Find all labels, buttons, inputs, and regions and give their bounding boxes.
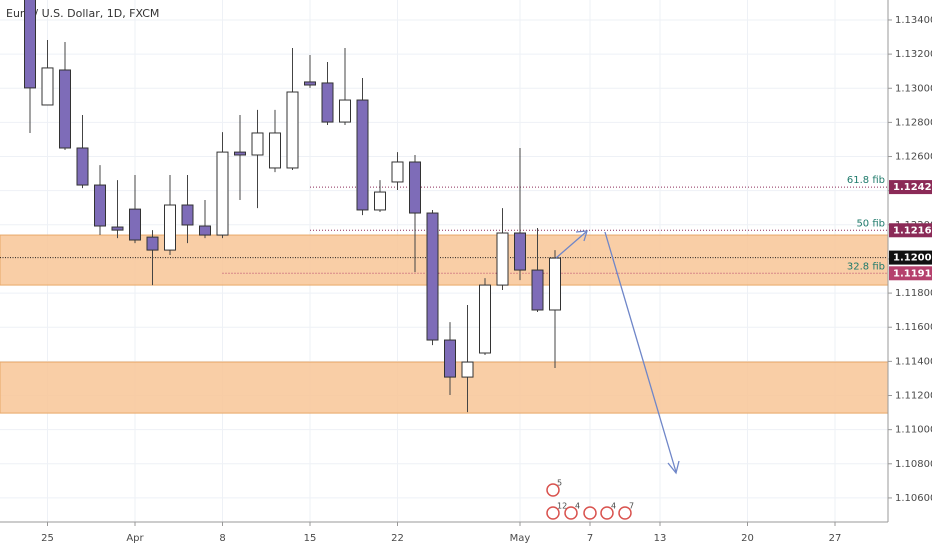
event-label: 4 <box>575 502 580 511</box>
x-tick-label: 8 <box>219 533 225 544</box>
x-tick-label: 27 <box>829 533 842 544</box>
forecast-arrows <box>555 230 680 475</box>
chart-title: Euro / U.S. Dollar, 1D, FXCM <box>6 7 159 20</box>
candle-body <box>549 257 561 311</box>
fib-label: 61.8 fib <box>847 175 885 186</box>
fib-label: 50 fib <box>856 218 885 229</box>
candle-body <box>304 81 316 86</box>
event-icon <box>600 506 614 520</box>
event-icon <box>546 483 560 497</box>
event-icon <box>564 506 578 520</box>
candle-body <box>164 204 176 251</box>
price-tag <box>889 250 932 265</box>
y-tick-label: 1.11600 <box>895 322 932 333</box>
candles <box>24 0 561 413</box>
candle-body <box>199 225 211 236</box>
candle-body <box>531 269 544 311</box>
y-tick-label: 1.12800 <box>895 117 932 128</box>
candle-body <box>339 99 351 123</box>
arrow-head <box>667 460 680 475</box>
y-tick-label: 1.13000 <box>895 83 932 94</box>
zone <box>0 234 889 286</box>
y-tick-label: 1.10600 <box>895 493 932 504</box>
event-label: 5 <box>557 479 562 488</box>
arrow <box>555 231 587 259</box>
candle-body <box>426 212 439 341</box>
candle-body <box>496 232 509 286</box>
candle-body <box>444 339 456 378</box>
y-tick-label: 1.12600 <box>895 152 932 163</box>
candle-body <box>234 151 246 156</box>
event-icon <box>583 506 597 520</box>
candle-body <box>269 132 281 169</box>
candle-body <box>286 91 299 169</box>
candle-body <box>409 161 421 214</box>
price-tag <box>889 223 932 238</box>
price-tag-label: 1.12168 <box>893 225 932 236</box>
y-tick-label: 1.11400 <box>895 356 932 367</box>
x-tick-label: 22 <box>391 533 404 544</box>
x-tick-label: 20 <box>741 533 754 544</box>
candle-body <box>76 147 89 186</box>
candle-body <box>216 151 229 236</box>
candle-body <box>24 0 36 89</box>
price-tag <box>889 266 932 281</box>
candle-body <box>41 67 54 106</box>
candle-body <box>514 232 526 271</box>
event-icon <box>546 506 560 520</box>
event-icon <box>618 506 632 520</box>
arrow <box>604 231 677 473</box>
candle-body <box>391 161 404 183</box>
x-tick-label: 15 <box>304 533 317 544</box>
price-tag-label: 1.12421 <box>893 182 932 193</box>
candle-body <box>94 184 106 227</box>
candle-body <box>479 284 491 354</box>
candle-body <box>356 99 369 211</box>
price-tag-label: 1.11916 <box>893 268 932 279</box>
x-tick-label: 25 <box>41 533 54 544</box>
price-tag-label: 1.12008 <box>893 253 932 264</box>
price-tag <box>889 180 932 195</box>
plot-area <box>0 0 889 522</box>
x-tick-label: May <box>510 533 531 544</box>
y-tick-label: 1.11200 <box>895 391 932 402</box>
event-label: 7 <box>629 502 634 511</box>
candle-body <box>181 204 194 226</box>
fib-label: 32.8 fib <box>847 261 885 272</box>
x-tick-label: 7 <box>587 533 593 544</box>
y-tick-label: 1.13200 <box>895 49 932 60</box>
arrow-head <box>575 230 588 242</box>
candle-body <box>374 191 386 211</box>
candle-body <box>321 82 334 123</box>
event-label: 12 <box>557 502 567 511</box>
candle-body <box>146 236 159 251</box>
y-tick-label: 1.10800 <box>895 459 932 470</box>
candle-body <box>461 361 474 378</box>
y-tick-label: 1.11000 <box>895 425 932 436</box>
y-tick-label: 1.13400 <box>895 15 932 26</box>
y-tick-label: 1.11800 <box>895 288 932 299</box>
event-label: 4 <box>611 502 616 511</box>
candle-body <box>59 69 71 149</box>
x-tick-label: 13 <box>654 533 667 544</box>
candle-body <box>111 226 124 231</box>
candle-body <box>129 208 141 241</box>
x-tick-label: Apr <box>126 533 144 544</box>
candle-body <box>251 132 264 156</box>
